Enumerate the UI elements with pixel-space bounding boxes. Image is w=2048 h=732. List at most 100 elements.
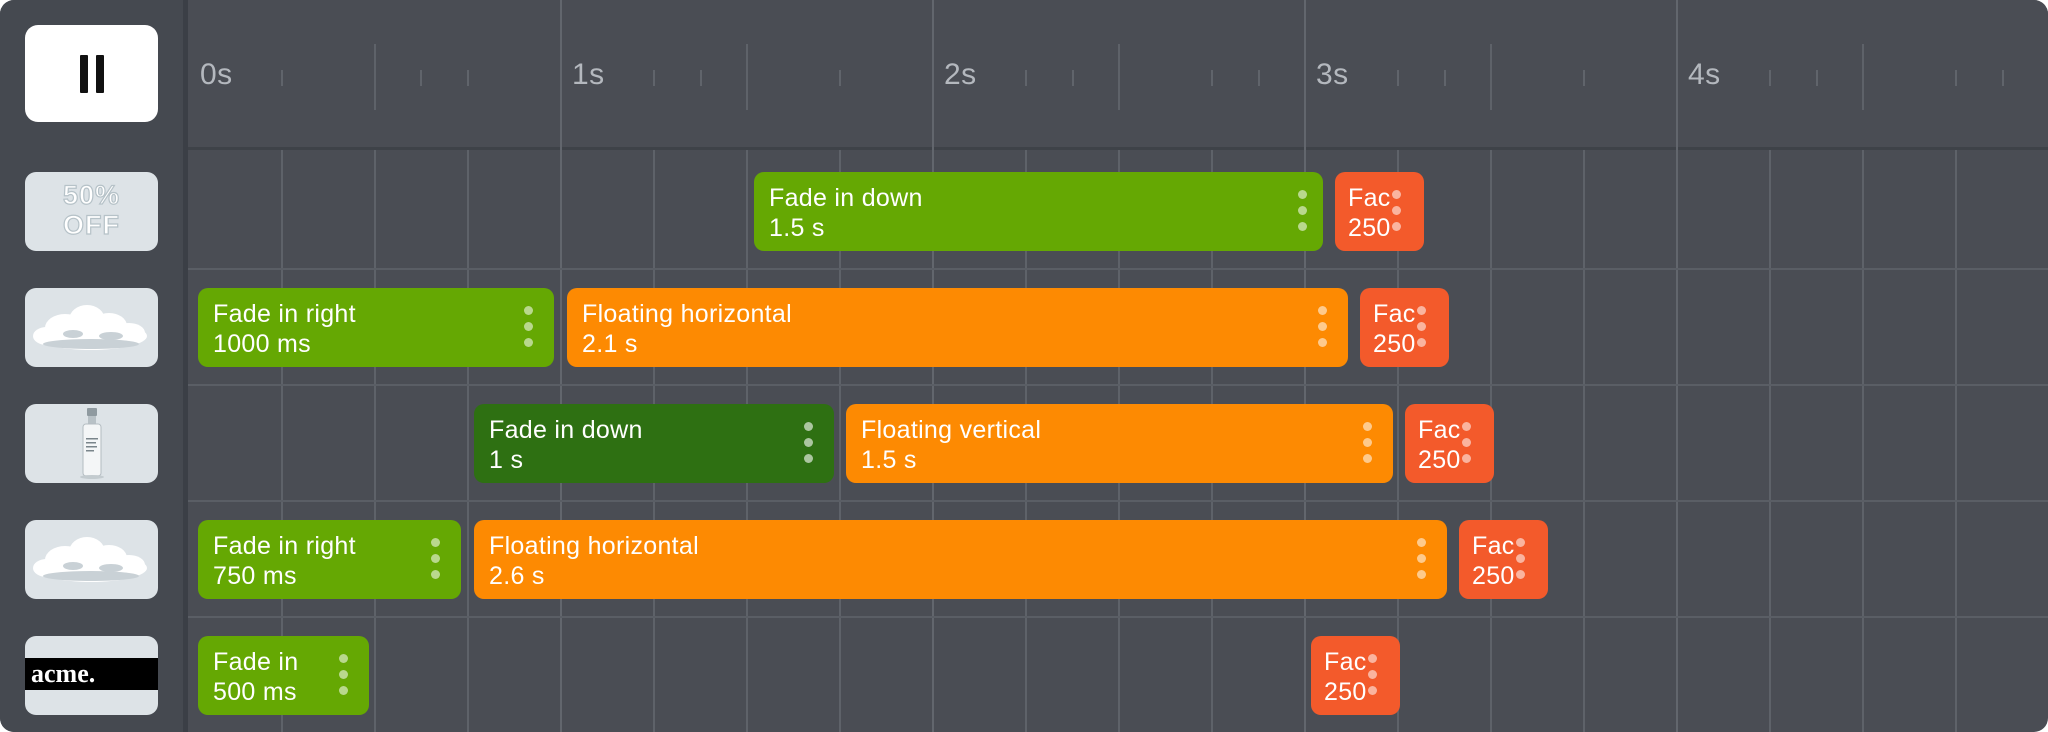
layer-thumbnail-badge[interactable]: 50% OFF xyxy=(25,172,158,251)
ruler-tick-minor xyxy=(1769,70,1771,86)
ruler-tick-major xyxy=(560,0,562,150)
drag-handle-icon[interactable] xyxy=(1415,538,1427,582)
animation-clip[interactable]: Floating horizontal 2.6 s xyxy=(474,520,1447,599)
drag-handle-icon[interactable] xyxy=(429,538,441,582)
drag-handle-icon[interactable] xyxy=(1366,654,1378,698)
clip-duration: 2.1 s xyxy=(582,330,638,358)
grid-line xyxy=(281,150,283,732)
drag-handle-icon[interactable] xyxy=(802,422,814,466)
ruler-tick-minor xyxy=(467,70,469,86)
ruler-tick-minor xyxy=(1397,70,1399,86)
time-label: 2s xyxy=(944,58,977,91)
clip-duration: 750 ms xyxy=(213,562,297,590)
drag-handle-icon[interactable] xyxy=(1390,190,1402,234)
clip-name: Floating horizontal xyxy=(489,532,699,560)
ruler-tick-minor xyxy=(700,70,702,86)
bottle-image xyxy=(80,408,104,479)
layer-thumbnail-logo[interactable]: acme. xyxy=(25,636,158,715)
clip-name: Fade in xyxy=(213,648,299,676)
ruler-tick-minor xyxy=(1211,70,1213,86)
animation-clip-selected[interactable]: Fade in down 1 s xyxy=(474,404,834,483)
layer-thumbnail-cloud[interactable] xyxy=(25,520,158,599)
clip-name: Fade in down xyxy=(769,184,923,212)
ruler-tick-minor xyxy=(1816,70,1818,86)
ruler-tick-half xyxy=(746,44,748,110)
badge-graphic: 50% OFF xyxy=(62,179,121,240)
clip-name: Fade in right xyxy=(213,532,356,560)
pause-button[interactable] xyxy=(25,25,158,122)
grid-line xyxy=(1769,150,1771,732)
ruler-tick-minor xyxy=(281,70,283,86)
clip-name: Fac xyxy=(1373,300,1416,328)
clip-name: Fade in right xyxy=(213,300,356,328)
drag-handle-icon[interactable] xyxy=(1514,538,1526,582)
ruler-tick-minor xyxy=(1258,70,1260,86)
animation-clip[interactable]: Fade in right 750 ms xyxy=(198,520,461,599)
ruler-tick-minor xyxy=(1025,70,1027,86)
layer-thumbnail-bottle[interactable] xyxy=(25,404,158,483)
animation-clip[interactable]: Fac 250 xyxy=(1360,288,1449,367)
animation-clip[interactable]: Fac 250 xyxy=(1311,636,1400,715)
animation-clip[interactable]: Fac 250 xyxy=(1405,404,1494,483)
animation-clip[interactable]: Fade in down 1.5 s xyxy=(754,172,1323,251)
drag-handle-icon[interactable] xyxy=(337,654,349,698)
clip-duration: 500 ms xyxy=(213,678,297,706)
animation-clip[interactable]: Fade in 500 ms xyxy=(198,636,369,715)
ruler-tick-minor xyxy=(420,70,422,86)
ruler-tick-minor xyxy=(1444,70,1446,86)
row-divider xyxy=(188,500,2048,502)
clip-duration: 250 xyxy=(1472,562,1515,590)
grid-line xyxy=(467,150,469,732)
clip-duration: 1000 ms xyxy=(213,330,311,358)
ruler-tick-minor xyxy=(1955,70,1957,86)
animation-clip[interactable]: Floating vertical 1.5 s xyxy=(846,404,1393,483)
ruler-tick-minor xyxy=(1072,70,1074,86)
drag-handle-icon[interactable] xyxy=(522,306,534,350)
ruler-tick-major xyxy=(1676,0,1678,150)
ruler-tick-half xyxy=(1862,44,1864,110)
layer-thumbnail-cloud[interactable] xyxy=(25,288,158,367)
grid-line xyxy=(1862,150,1864,732)
ruler-tick-minor xyxy=(2002,70,2004,86)
grid-line xyxy=(374,150,376,732)
clip-duration: 250 xyxy=(1418,446,1461,474)
clip-duration: 1.5 s xyxy=(861,446,917,474)
clip-name: Fac xyxy=(1324,648,1367,676)
drag-handle-icon[interactable] xyxy=(1460,422,1472,466)
clip-duration: 2.6 s xyxy=(489,562,545,590)
clip-name: Floating horizontal xyxy=(582,300,792,328)
acme-logo: acme. xyxy=(25,658,158,690)
time-label: 3s xyxy=(1316,58,1349,91)
clip-duration: 1 s xyxy=(489,446,524,474)
animation-clip[interactable]: Fac 250 xyxy=(1459,520,1548,599)
drag-handle-icon[interactable] xyxy=(1361,422,1373,466)
grid-line xyxy=(1397,150,1399,732)
ruler-tick-major xyxy=(932,0,934,150)
ruler-tick-half xyxy=(374,44,376,110)
clip-duration: 250 xyxy=(1348,214,1391,242)
animation-clip[interactable]: Floating horizontal 2.1 s xyxy=(567,288,1348,367)
row-divider xyxy=(188,384,2048,386)
ruler-tick-minor xyxy=(653,70,655,86)
animation-clip[interactable]: Fac 250 xyxy=(1335,172,1424,251)
drag-handle-icon[interactable] xyxy=(1316,306,1328,350)
grid-line xyxy=(1676,150,1678,732)
row-divider xyxy=(188,616,2048,618)
clip-name: Floating vertical xyxy=(861,416,1042,444)
grid-line xyxy=(1583,150,1585,732)
ruler-tick-half xyxy=(1490,44,1492,110)
time-label: 4s xyxy=(1688,58,1721,91)
clip-name: Fac xyxy=(1418,416,1461,444)
grid-line xyxy=(1955,150,1957,732)
clip-name: Fac xyxy=(1348,184,1391,212)
drag-handle-icon[interactable] xyxy=(1415,306,1427,350)
row-divider xyxy=(188,268,2048,270)
drag-handle-icon[interactable] xyxy=(1296,190,1308,234)
clip-name: Fac xyxy=(1472,532,1515,560)
clip-duration: 250 xyxy=(1373,330,1416,358)
ruler-tick-half xyxy=(1118,44,1120,110)
cloud-image xyxy=(33,305,147,350)
clip-duration: 1.5 s xyxy=(769,214,825,242)
animation-clip[interactable]: Fade in right 1000 ms xyxy=(198,288,554,367)
